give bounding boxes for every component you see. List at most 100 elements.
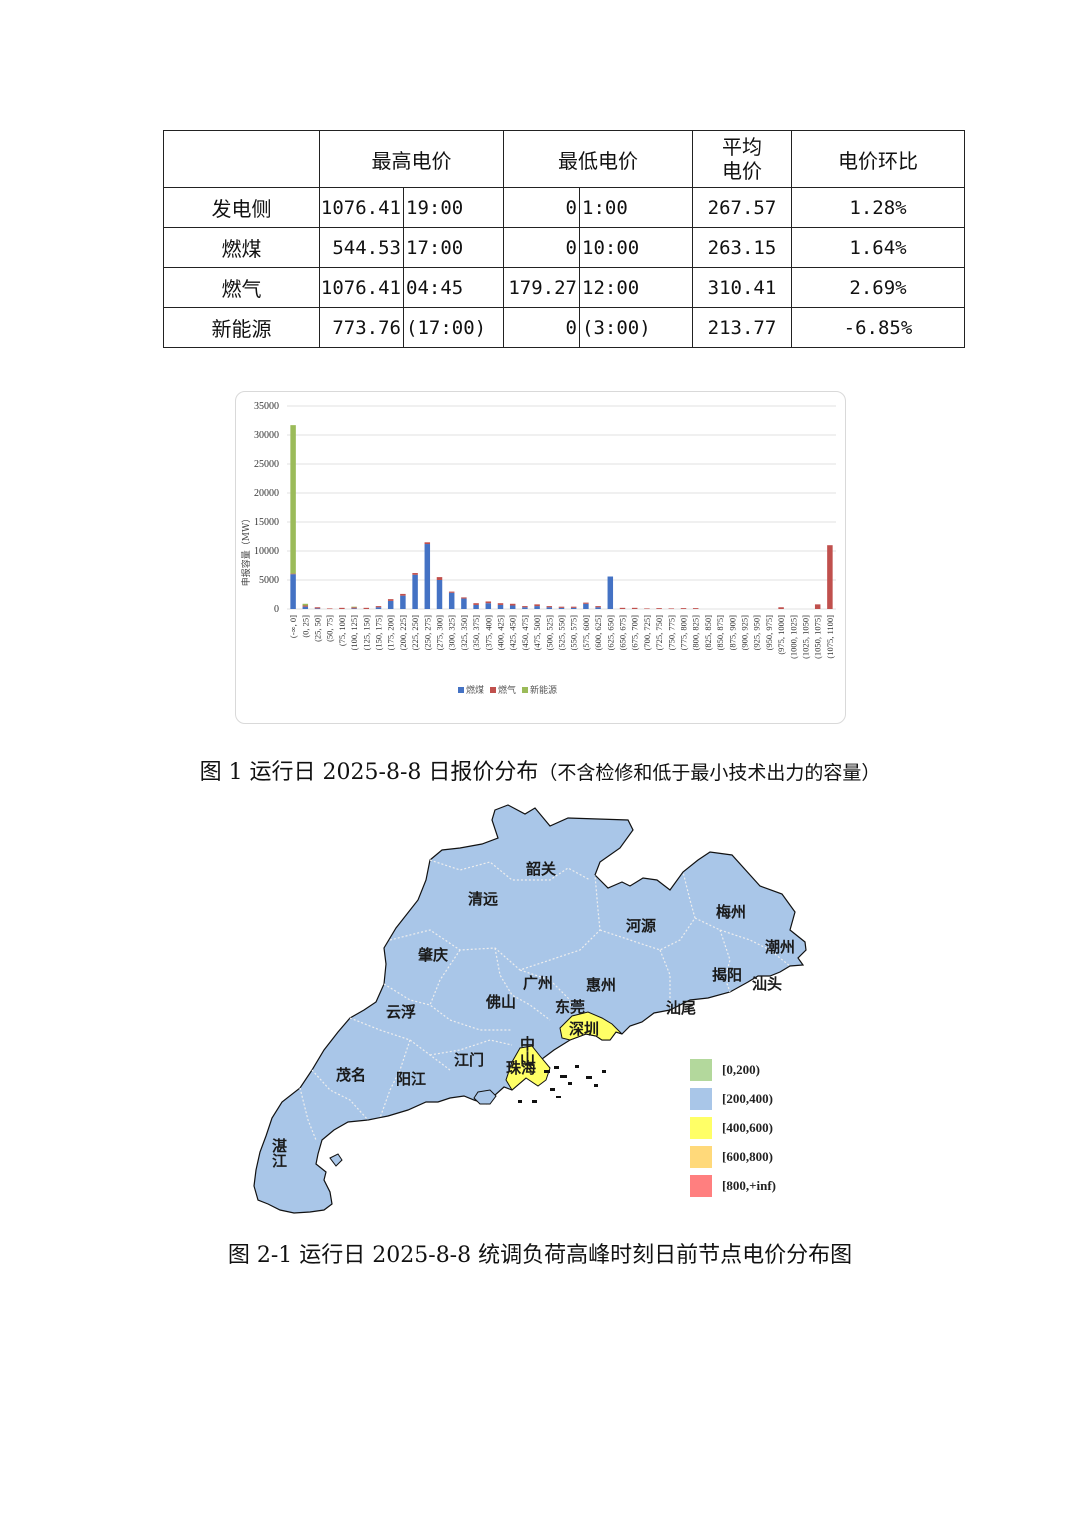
bar-segment [656,608,662,609]
header-ratio: 电价环比 [791,130,965,188]
x-tick-label: (1075, 1100] [825,615,835,659]
chart-grid: 0 5000 10000 15000 20000 25000 30000 35000 [254,401,836,615]
legend-swatch [690,1117,712,1139]
header-avg-line1: 平均 [722,135,762,159]
city-label-yangjiang: 阳江 [396,1070,426,1088]
bar-segment [607,576,614,609]
row-ratio: 2.69% [791,267,965,308]
bar-segment [497,604,504,609]
table-row: 发电侧 1076.41 19:00 0 1:00 267.57 1.28% [163,187,965,228]
bar-segment [290,425,296,574]
bar-segment [692,608,699,609]
x-tick-label: (750, 775] [666,615,676,651]
bar-segment [558,607,565,609]
bar-segment [631,607,638,609]
header-max-price: 最高电价 [319,130,504,188]
bar-segment [485,603,492,609]
x-tick-label: (975, 1000] [776,615,786,655]
bar-segment [570,606,577,608]
chart-bars [290,425,833,610]
bar-segment [400,595,406,609]
bar-segment [522,606,528,608]
legend-label: [800,+inf) [722,1178,776,1193]
bar-segment [668,608,675,610]
city-label-jieyang: 揭阳 [712,966,742,984]
x-tick-label: (200, 225] [398,615,408,651]
bar-segment [461,598,467,609]
row-min-time: 1:00 [579,187,693,228]
bar-segment [619,607,626,609]
bar-segment [351,608,357,610]
bar-segment [778,607,784,609]
bar-segment [436,580,443,609]
bar-segment [448,591,455,593]
bar-segment [424,544,431,609]
bar-segment [534,606,540,609]
city-label-huizhou: 惠州 [586,976,616,994]
city-label-zhaoqing: 肇庆 [417,946,448,964]
legend-label: 燃煤 [466,684,484,696]
legend-swatch [490,687,496,693]
header-min-price: 最低电价 [503,130,693,188]
x-tick-label: (175, 200] [386,615,396,651]
x-tick-label: (675, 700] [630,615,640,651]
y-tick-label: 10000 [254,546,279,557]
table-header-row: 最高电价 最低电价 平均 电价 电价环比 [163,130,965,188]
island-shape [329,1153,343,1167]
y-tick-label: 5000 [259,575,279,586]
row-max-value: 1076.41 [319,187,404,228]
bar-segment [351,606,357,608]
row-name: 燃煤 [163,227,320,268]
y-tick-label: 20000 [254,488,279,499]
bar-segment [546,606,553,608]
row-max-value: 544.53 [319,227,404,268]
legend-swatch [522,687,528,693]
chart-x-ticks: (-∞, 0] (0, 25] (25, 50] (50, 75] (75, 100](… [288,615,835,659]
city-label-maoming: 茂名 [336,1066,366,1084]
bar-segment [387,600,394,609]
legend-swatch [458,687,464,693]
row-avg: 263.15 [692,227,792,268]
row-name: 燃气 [163,267,320,308]
bar-segment [680,608,687,609]
bar-segment [314,608,321,610]
x-tick-label: (275, 300] [435,615,445,651]
x-tick-label: (725, 750] [654,615,664,651]
bar-segment [302,605,309,607]
chart-y-label: 申报容量（MW） [240,514,252,586]
x-tick-label: (550, 575] [569,615,579,651]
city-label-yunfu: 云浮 [386,1003,416,1021]
x-tick-label: (375, 400] [483,615,493,651]
x-tick-label: (600, 625] [593,615,603,651]
x-tick-label: (925, 950] [752,615,762,651]
bar-segment [583,603,589,609]
row-min-value: 0 [503,307,580,348]
bar-segment [522,607,528,609]
city-label-shanwei: 汕尾 [666,999,696,1017]
city-label-heyuan: 河源 [626,917,656,935]
y-tick-label: 30000 [254,430,279,441]
x-tick-label: (1000, 1025] [788,615,798,659]
bar-segment [595,606,601,608]
x-tick-label: (900, 925] [740,615,750,651]
legend-label: [600,800) [722,1149,773,1164]
x-tick-label: (325, 350] [459,615,469,651]
row-avg: 310.41 [692,267,792,308]
x-tick-label: (1050, 1075] [813,615,823,659]
x-tick-label: (625, 650] [605,615,615,651]
x-tick-label: (475, 500] [532,615,542,651]
row-ratio: -6.85% [791,307,965,348]
y-tick-label: 25000 [254,459,279,470]
city-label-foshan: 佛山 [485,993,516,1011]
city-label-dongguan: 东莞 [555,998,585,1016]
row-avg: 213.77 [692,307,792,348]
row-min-time: 12:00 [579,267,693,308]
header-empty [163,130,320,188]
bar-segment [436,577,443,580]
legend-label: 燃气 [498,684,516,696]
bar-segment [644,608,650,610]
row-min-time: 10:00 [579,227,693,268]
bar-segment [290,574,296,609]
bar-segment [485,601,492,604]
y-tick-label: 0 [274,604,279,615]
